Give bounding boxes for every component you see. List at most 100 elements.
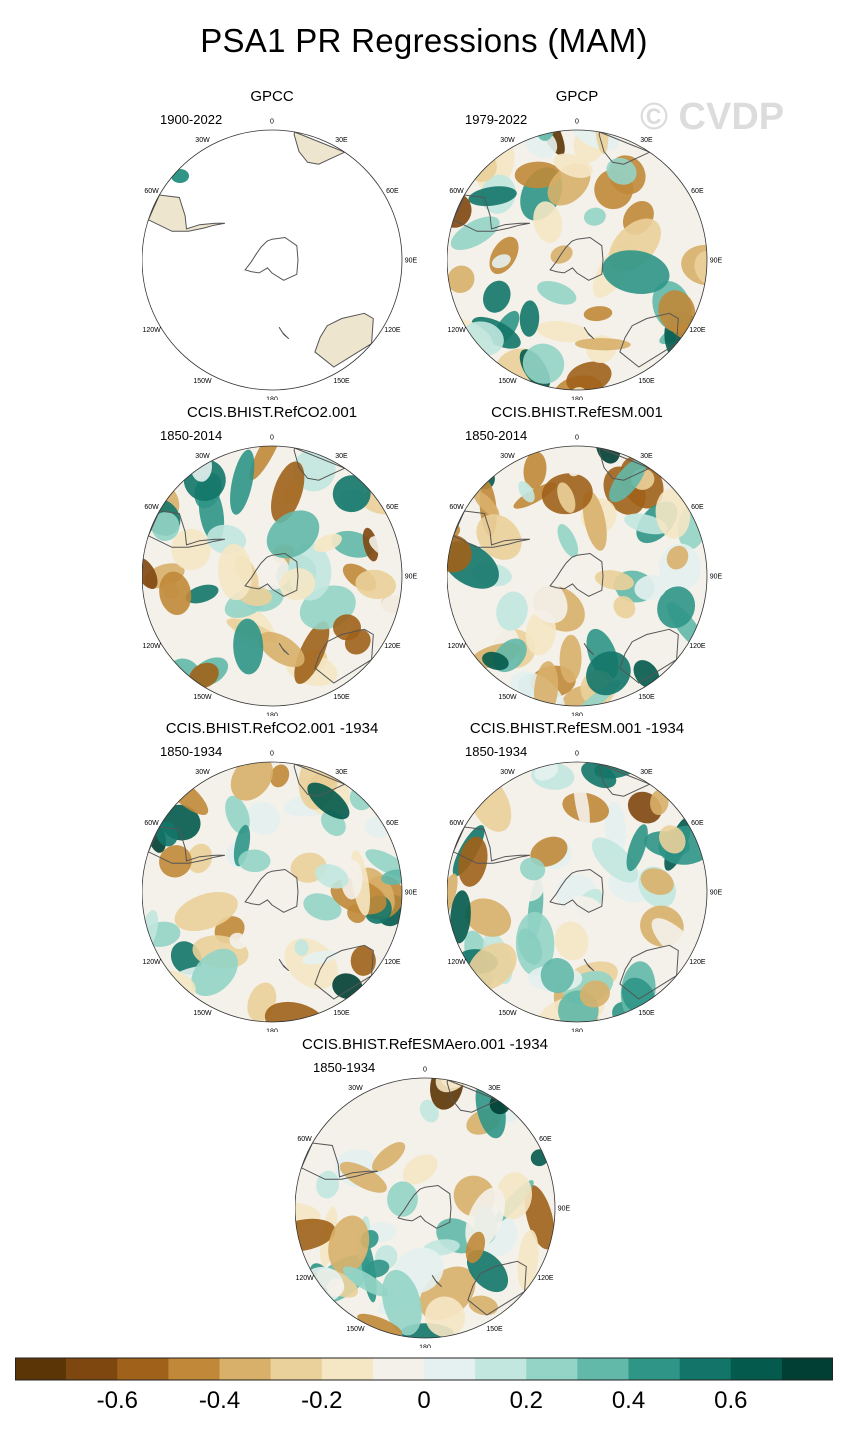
colorbar-swatch — [781, 1358, 834, 1380]
lon-label: 60W — [144, 188, 159, 195]
lon-label: 30E — [640, 769, 653, 776]
regression-field — [142, 762, 402, 1022]
lon-label: 60E — [691, 820, 704, 827]
colorbar-tick-label: 0.2 — [510, 1387, 543, 1414]
lon-label: 150W — [193, 1010, 212, 1017]
lon-label: 150W — [498, 378, 517, 385]
lon-label: 180 — [266, 397, 278, 401]
map-panel: CCIS.BHIST.RefCO2.001 0 30E 60E 90E 120E 150E 1… — [142, 404, 442, 717]
lon-label: 30W — [500, 137, 515, 144]
lon-label: 120E — [384, 327, 401, 334]
lon-label: 30E — [335, 137, 348, 144]
lon-label: 120W — [142, 327, 161, 334]
colorbar: -0.6 -0.4 -0.2 0 0.2 0.4 0.6 — [15, 1356, 834, 1426]
lon-label: 90E — [710, 890, 723, 897]
lon-label: 90E — [405, 890, 418, 897]
lon-label: 90E — [558, 1206, 571, 1213]
lon-label: 90E — [405, 258, 418, 265]
colorbar-tick-label: -0.2 — [301, 1387, 342, 1414]
colorbar-svg: -0.6 -0.4 -0.2 0 0.2 0.4 0.6 — [15, 1357, 834, 1414]
panel-years: 1850-1934 — [465, 744, 528, 759]
lon-label: 180 — [266, 1029, 278, 1033]
panel-years: 1850-2014 — [160, 428, 223, 443]
lon-label: 150E — [486, 1326, 503, 1333]
map-panel: CCIS.BHIST.RefESM.001 -1934 0 30E 60E 90E 120… — [447, 720, 747, 1032]
lon-label: 180 — [571, 397, 583, 401]
lon-label: 60W — [449, 504, 464, 511]
lon-label: 30E — [335, 769, 348, 776]
polar-map: 030E60E90E120E150E180150W120W90W60W30W — [447, 119, 723, 401]
lon-label: 30W — [195, 453, 210, 460]
regression-field — [142, 130, 402, 390]
lon-label: 30W — [500, 453, 515, 460]
lon-label: 30W — [500, 769, 515, 776]
panel-title: GPCP — [555, 88, 599, 105]
map-panel: GPCP030E60E90E120E150E180150W120W90W60W3… — [447, 88, 747, 401]
lon-label: 60E — [691, 504, 704, 511]
lon-label: 60E — [539, 1136, 552, 1143]
colorbar-swatch — [168, 1358, 220, 1380]
lon-label: 0 — [270, 751, 274, 758]
lon-label: 30E — [640, 137, 653, 144]
map-panel: CCIS.BHIST.RefCO2.001 -1934 0 30E 60E 90E 120… — [142, 720, 442, 1033]
colorbar-swatch — [321, 1358, 374, 1380]
regression-field — [447, 446, 707, 706]
colorbar-swatch — [679, 1358, 732, 1380]
watermark: © CVDP — [640, 96, 785, 138]
lon-label: 60W — [449, 820, 464, 827]
lon-label: 120E — [689, 327, 706, 334]
panel-years: 1850-2014 — [465, 428, 528, 443]
panel-title: CCIS.BHIST.RefESM.001 — [491, 404, 663, 421]
lon-label: 150E — [638, 1010, 655, 1017]
colorbar-swatch — [475, 1358, 527, 1380]
page-title: PSA1 PR Regressions (MAM) — [200, 22, 648, 59]
lon-label: 180 — [419, 1345, 431, 1349]
lon-label: 60E — [386, 504, 399, 511]
lon-label: 60E — [386, 820, 399, 827]
panel-years: 1850-1934 — [160, 744, 223, 759]
lon-label: 120E — [384, 643, 401, 650]
colorbar-tick-label: -0.6 — [97, 1387, 138, 1414]
panel-title: CCIS.BHIST.RefCO2.001 -1934 — [165, 720, 379, 737]
colorbar-swatch — [424, 1358, 476, 1380]
polar-map: 030E60E90E120E150E180150W120W90W60W30W — [142, 751, 418, 1033]
lon-label: 120E — [537, 1275, 554, 1282]
lon-label: 120W — [447, 643, 466, 650]
panel-title: CCIS.BHIST.RefCO2.001 — [186, 404, 358, 421]
lon-label: 60E — [386, 188, 399, 195]
lon-label: 30W — [348, 1085, 363, 1092]
colorbar-swatch — [270, 1358, 323, 1380]
colorbar-swatch — [730, 1358, 783, 1380]
lon-label: 120E — [689, 643, 706, 650]
lon-label: 150E — [333, 378, 350, 385]
lon-label: 0 — [575, 119, 579, 126]
panel-years: 1900-2022 — [160, 112, 223, 127]
lon-label: 180 — [571, 713, 583, 717]
lon-label: 150E — [638, 378, 655, 385]
lon-label: 0 — [423, 1067, 427, 1074]
lon-label: 150E — [638, 694, 655, 701]
lon-label: 150W — [193, 378, 212, 385]
panel-years: 1979-2022 — [465, 112, 528, 127]
lon-label: 120W — [295, 1275, 314, 1282]
lon-label: 120W — [447, 959, 466, 966]
panel-title: CCIS.BHIST.RefESMAero.001 -1934 — [302, 1036, 548, 1053]
lon-label: 120W — [447, 327, 466, 334]
lon-label: 0 — [575, 751, 579, 758]
colorbar-swatch — [372, 1358, 425, 1380]
lon-label: 120E — [384, 959, 401, 966]
lon-label: 150W — [498, 1010, 517, 1017]
lon-label: 30E — [640, 453, 653, 460]
regression-field — [447, 130, 707, 390]
lon-label: 150E — [333, 694, 350, 701]
lon-label: 120W — [142, 959, 161, 966]
colorbar-tick-label: -0.4 — [199, 1387, 240, 1414]
lon-label: 90E — [405, 574, 418, 581]
colorbar-tick-label: 0 — [417, 1387, 430, 1414]
lon-label: 180 — [266, 713, 278, 717]
colorbar-swatch — [117, 1358, 169, 1380]
lon-label: 150W — [346, 1326, 365, 1333]
lon-label: 0 — [270, 435, 274, 442]
lon-label: 60W — [144, 820, 159, 827]
polar-map: 030E60E90E120E150E180150W120W90W60W30W — [142, 435, 418, 717]
